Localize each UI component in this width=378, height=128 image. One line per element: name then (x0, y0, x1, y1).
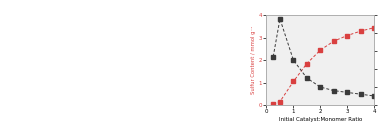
X-axis label: Initial Catalyst:Monomer Ratio: Initial Catalyst:Monomer Ratio (279, 117, 362, 122)
Y-axis label: Sulfur Content / mmol g⁻¹: Sulfur Content / mmol g⁻¹ (251, 26, 256, 94)
